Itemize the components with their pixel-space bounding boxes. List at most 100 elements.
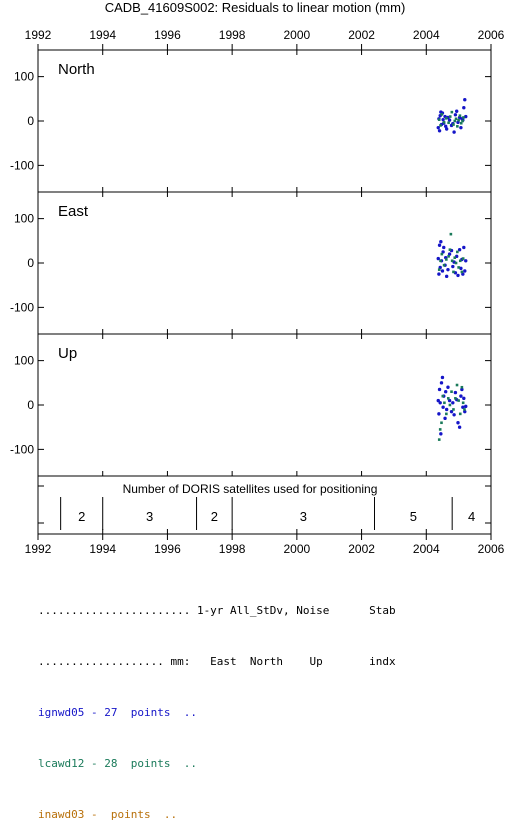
data-point [452,270,455,274]
data-point [463,409,467,414]
doris-panel-label: Number of DORIS satellites used for posi… [123,482,378,496]
data-point [455,109,459,113]
x-tick-label: 1994 [89,542,116,556]
satellite-count: 3 [300,509,307,524]
data-point [452,408,455,411]
stats-header-line-2: ................... mm: East North Up in… [38,655,396,668]
data-point [459,394,463,398]
data-point [437,272,441,276]
x-tick-label: 2000 [284,542,311,556]
data-point [438,401,442,405]
data-point [462,116,465,119]
satellite-count: 5 [410,509,417,524]
top-x-axis: 1992 1994 1996 1998 2000 2002 2004 2006 [25,28,505,50]
data-point [453,390,458,395]
data-point [461,119,464,123]
data-point [442,121,446,124]
data-point [437,412,441,416]
data-point [461,405,465,409]
panel-frame [37,49,492,193]
data-point [458,114,462,117]
data-point [454,261,458,265]
data-point [458,412,462,416]
chart-title: CADB_41609S002: Residuals to linear moti… [105,0,406,15]
data-point [437,438,441,441]
data-point [450,390,453,393]
data-point [447,398,452,403]
panel-up: Up 100 0 -100 [10,333,492,477]
data-point [441,394,445,398]
data-point [452,123,455,126]
x-tick-label: 1994 [89,28,116,42]
data-point [440,421,443,425]
data-point [438,265,442,270]
residual-panels: North 100 0 -100 East 100 0 -100 Up 100 0 -100 [10,49,492,477]
data-point [444,124,448,129]
x-tick-label: 2004 [413,28,440,42]
y-tick-label: 100 [14,212,34,226]
data-point [439,259,442,263]
data-point [448,248,452,251]
data-point [457,118,460,122]
series-lcawd12 [437,232,465,274]
data-point [464,114,468,119]
data-point [436,256,440,261]
data-point [457,399,460,402]
data-point [437,387,442,392]
data-point [439,124,442,127]
data-point [460,387,464,392]
data-point [451,264,455,269]
x-tick-label: 2002 [348,542,375,556]
series-lcawd12 [437,110,465,128]
data-point [448,403,452,407]
data-point [441,250,445,254]
data-point [461,257,465,260]
data-point [457,247,462,252]
data-point [436,125,440,130]
data-point [439,432,443,436]
data-point [447,255,450,258]
data-point [456,120,460,125]
data-point [447,252,452,256]
data-point [446,397,450,400]
x-tick-label: 2002 [348,28,375,42]
data-point [440,113,444,116]
series-ignwd05 [436,375,468,436]
data-point [464,259,468,263]
data-point [440,269,445,273]
y-tick-label: 0 [27,114,34,128]
data-point [442,263,446,267]
panel-north: North 100 0 -100 [10,49,492,193]
data-point [463,269,467,273]
data-point [446,385,450,389]
data-point [442,245,446,250]
data-point [447,121,450,125]
data-point [455,383,459,387]
y-tick-label: -100 [10,442,34,456]
stats-row-ignwd05: ignwd05 - 27 points .. [38,706,197,719]
data-point [452,413,456,417]
bottom-x-axis: 1992 1994 1996 1998 2000 2002 2004 2006 [25,534,505,556]
y-tick-label: -100 [10,158,34,172]
data-point [449,409,454,414]
data-point [437,243,442,247]
y-tick-label: 100 [14,354,34,368]
data-point [461,272,465,276]
y-tick-label: -100 [10,300,34,314]
data-point [453,119,457,123]
doris-satellite-panel: Number of DORIS satellites used for posi… [37,475,492,535]
satellite-count: 3 [146,509,153,524]
y-tick-label: 0 [27,256,34,270]
panel-east: East 100 0 -100 [10,191,492,335]
data-point [457,425,462,429]
series-ignwd05 [436,98,468,134]
statistics-table: ....................... 1-yr All_StDv, N… [38,568,498,840]
x-tick-label: 2000 [284,28,311,42]
panel-label: Up [58,345,77,362]
data-point [460,270,464,274]
data-point [461,401,465,405]
data-point [450,110,454,114]
data-point [439,240,443,244]
y-tick-label: 0 [27,398,34,412]
data-point [464,404,468,409]
